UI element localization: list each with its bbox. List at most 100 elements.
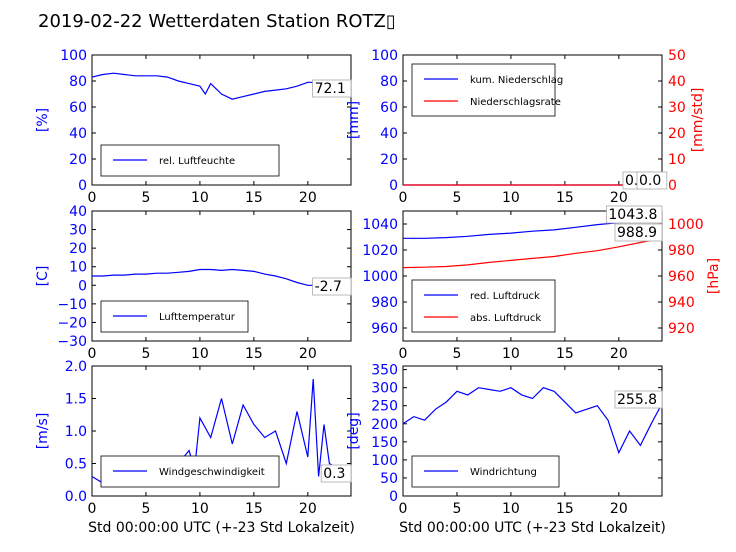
y2-tick-label: 50 bbox=[668, 48, 686, 64]
axes-frame bbox=[402, 365, 663, 497]
x-tick-label: 10 bbox=[191, 346, 209, 362]
x-tick-label: 20 bbox=[299, 501, 317, 517]
x-tick-label: 5 bbox=[452, 346, 461, 362]
y2-tick-label: 920 bbox=[668, 321, 695, 337]
y-tick-label: 0 bbox=[389, 178, 398, 194]
y-tick-label: 0.0 bbox=[65, 489, 87, 505]
x-tick-label: 10 bbox=[502, 190, 520, 206]
y-tick-label: 20 bbox=[380, 152, 398, 168]
y-tick-label: −10 bbox=[57, 297, 87, 313]
x-tick-label: 15 bbox=[245, 190, 263, 206]
x-tick-label: 0 bbox=[399, 501, 408, 517]
y-axis-label: [m/s] bbox=[35, 413, 51, 450]
series-line-2 bbox=[402, 237, 663, 269]
x-tick-label: 10 bbox=[502, 501, 520, 517]
legend-entry: Lufttemperatur bbox=[159, 312, 236, 323]
y-tick-label: 100 bbox=[60, 48, 87, 64]
y-tick-label: 250 bbox=[371, 399, 398, 415]
panel-temperature: 0 5 10 15 20 −30 −20 −10 0 10 20 30 40 [C] -2.7 Lufttem… bbox=[35, 204, 352, 362]
y-tick-label: 50 bbox=[380, 471, 398, 487]
last-value-label-box bbox=[312, 79, 352, 98]
x-tick-label: 10 bbox=[191, 190, 209, 206]
y-tick-label: 40 bbox=[69, 126, 87, 142]
last-value-label-2-box bbox=[614, 223, 663, 242]
y-tick-label: 10 bbox=[69, 260, 87, 276]
y-axis-label: [C] bbox=[35, 266, 51, 287]
legend-box bbox=[411, 279, 556, 333]
last-value-label: 0.3 bbox=[323, 466, 345, 482]
y2-tick-label: 10 bbox=[668, 152, 686, 168]
panel-wind_speed: 0 5 10 15 20 0.0 0.5 1.0 1.5 2.0 [m/s] 0.3 Windgesch… bbox=[35, 359, 355, 536]
y-tick-label: 2.0 bbox=[65, 359, 87, 375]
panel-pressure: 0 5 10 15 20 960 980 1000 1020 1040 920 940 960 980 10… bbox=[362, 205, 722, 362]
y-tick-label: 20 bbox=[69, 152, 87, 168]
y-tick-label: 100 bbox=[371, 48, 398, 64]
legend-entry: Windgeschwindigkeit bbox=[159, 467, 265, 478]
y-tick-label: −20 bbox=[57, 315, 87, 331]
last-value-label-box bbox=[312, 277, 352, 296]
last-value-label: 255.8 bbox=[617, 392, 657, 408]
y-tick-label: 60 bbox=[380, 100, 398, 116]
x-tick-label: 15 bbox=[245, 501, 263, 517]
series-line-1 bbox=[402, 387, 663, 455]
last-value-label-2: 0.0 bbox=[639, 173, 661, 189]
y-tick-label: 0.5 bbox=[65, 457, 87, 473]
last-value-label-box bbox=[606, 205, 663, 224]
x-tick-label: 15 bbox=[245, 346, 263, 362]
panel-humidity: 0 5 10 15 20 0 20 40 60 80 100 [%] 72.1 rel. Luftfeuc… bbox=[35, 48, 352, 206]
y-tick-label: 1.5 bbox=[65, 392, 87, 408]
legend-box bbox=[411, 63, 556, 117]
panel-precip: 0 5 10 15 20 0 20 40 60 80 100 [mm] 0 10 20 30 40 50 [mm/s… bbox=[346, 48, 706, 206]
x-tick-label: 10 bbox=[191, 501, 209, 517]
panel-wind_dir: 0 5 10 15 20050100150200250300350[deg]255.8W… bbox=[346, 363, 666, 536]
y-tick-label: 1040 bbox=[362, 217, 398, 233]
x-tick-label: 0 bbox=[399, 346, 408, 362]
y2-tick-label: 1000 bbox=[668, 217, 704, 233]
x-axis-label: Std 00:00:00 UTC (+-23 Std Lokalzeit) bbox=[88, 520, 355, 536]
y2-tick-label: 30 bbox=[668, 100, 686, 116]
y-tick-label: 20 bbox=[69, 241, 87, 257]
x-tick-label: 20 bbox=[299, 190, 317, 206]
last-value-label-2-box bbox=[636, 171, 668, 190]
x-tick-label: 5 bbox=[141, 190, 150, 206]
y2-tick-label: 20 bbox=[668, 126, 686, 142]
y2-tick-label: 960 bbox=[668, 269, 695, 285]
y2-tick-label: 40 bbox=[668, 74, 686, 90]
figure-title: 2019-02-22 Wetterdaten Station ROTZ▯ bbox=[38, 11, 396, 32]
x-tick-label: 5 bbox=[141, 346, 150, 362]
y2-tick-label: 0 bbox=[668, 178, 677, 194]
x-tick-label: 15 bbox=[556, 346, 574, 362]
x-tick-label: 0 bbox=[88, 190, 97, 206]
y-axis-label: [mm] bbox=[346, 101, 362, 139]
x-tick-label: 0 bbox=[399, 190, 408, 206]
y-tick-label: 40 bbox=[69, 204, 87, 220]
y-tick-label: 200 bbox=[371, 417, 398, 433]
y-tick-label: 350 bbox=[371, 363, 398, 379]
x-tick-label: 0 bbox=[88, 501, 97, 517]
y-tick-label: 960 bbox=[371, 321, 398, 337]
x-tick-label: 15 bbox=[556, 501, 574, 517]
last-value-label: 1043.8 bbox=[608, 207, 657, 223]
y-tick-label: 0 bbox=[78, 178, 87, 194]
y2-axis-label: [hPa] bbox=[706, 258, 722, 294]
axes-frame bbox=[91, 54, 352, 186]
x-tick-label: 20 bbox=[610, 190, 628, 206]
y-tick-label: 300 bbox=[371, 381, 398, 397]
x-axis-label: Std 00:00:00 UTC (+-23 Std Lokalzeit) bbox=[399, 520, 666, 536]
last-value-label: -2.7 bbox=[315, 279, 342, 295]
y-axis-label: [deg] bbox=[346, 412, 362, 449]
y2-axis-label: [mm/std] bbox=[690, 88, 706, 153]
y-tick-label: 40 bbox=[380, 126, 398, 142]
x-tick-label: 20 bbox=[610, 501, 628, 517]
series-line-1 bbox=[91, 72, 352, 100]
y-tick-label: 1020 bbox=[362, 243, 398, 259]
legend-entry: red. Luftdruck bbox=[470, 291, 540, 302]
y2-tick-label: 980 bbox=[668, 243, 695, 259]
x-tick-label: 20 bbox=[299, 346, 317, 362]
legend-entry: kum. Niederschlag bbox=[470, 75, 563, 86]
x-tick-label: 0 bbox=[88, 346, 97, 362]
x-tick-label: 5 bbox=[452, 501, 461, 517]
legend-entry: rel. Luftfeuchte bbox=[159, 156, 235, 167]
